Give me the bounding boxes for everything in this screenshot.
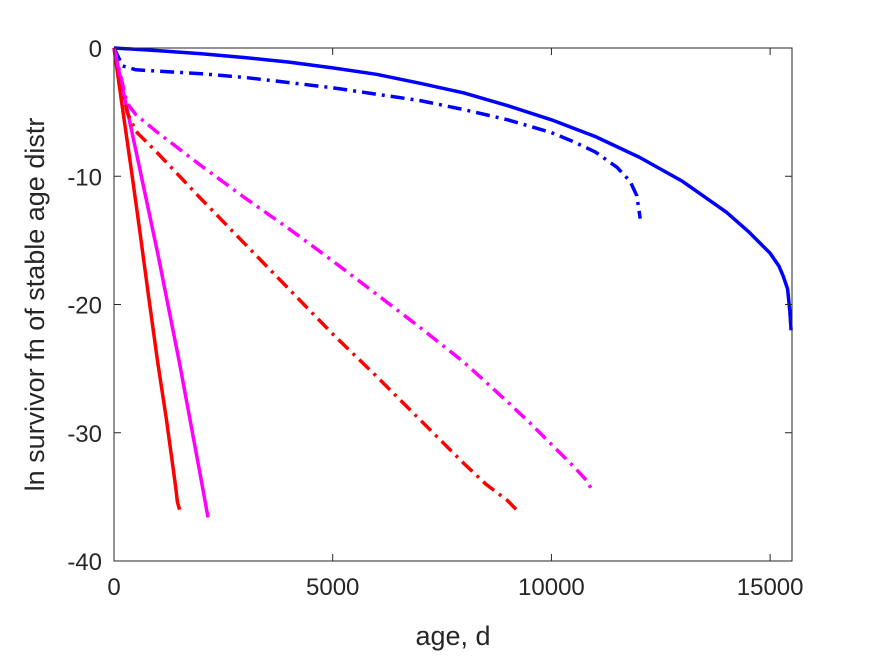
x-axis-label: age, d — [415, 621, 490, 651]
y-tick-label: -40 — [67, 549, 102, 576]
y-tick-label: -30 — [67, 421, 102, 448]
plot-area-background — [114, 48, 792, 561]
series-line-4 — [112, 47, 210, 518]
y-axis-label: ln survivor fn of stable age distr — [20, 118, 50, 492]
x-tick-label: 5000 — [306, 574, 359, 601]
series-line-3 — [112, 47, 182, 511]
x-tick-label: 15000 — [737, 574, 804, 601]
series-line-1 — [113, 46, 793, 331]
y-tick-label: 0 — [89, 36, 102, 63]
series-line-6 — [112, 47, 595, 493]
series-line-5 — [112, 47, 518, 511]
x-tick-label: 10000 — [518, 574, 585, 601]
y-tick-label: -20 — [67, 293, 102, 320]
series-layer — [112, 46, 793, 518]
x-tick-label: 0 — [107, 574, 120, 601]
series-line-2 — [112, 47, 642, 219]
ticks-layer: 0 5000 10000 15000 0 -10 -20 -30 -40 — [67, 36, 803, 601]
y-tick-label: -10 — [67, 164, 102, 191]
